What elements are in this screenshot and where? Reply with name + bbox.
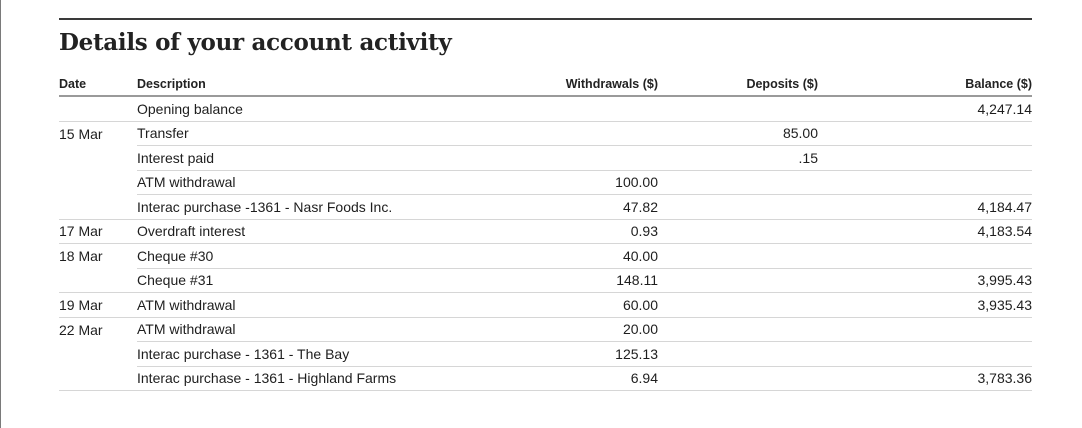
row-description: Interac purchase -1361 - Nasr Foods Inc. bbox=[137, 194, 537, 220]
row-date bbox=[59, 146, 137, 171]
row-deposit bbox=[658, 292, 818, 318]
row-balance bbox=[818, 341, 1032, 367]
row-description: Opening balance bbox=[137, 96, 537, 122]
row-deposit bbox=[658, 194, 818, 220]
table-row: Interac purchase -1361 - Nasr Foods Inc.… bbox=[59, 194, 1032, 220]
row-withdrawal: 0.93 bbox=[537, 219, 658, 244]
row-withdrawal: 60.00 bbox=[537, 292, 658, 318]
table-row: Cheque #31 148.11 3,995.43 bbox=[59, 268, 1032, 293]
row-deposit bbox=[658, 268, 818, 293]
table-row: 18 Mar Cheque #30 40.00 bbox=[59, 243, 1032, 269]
row-date bbox=[59, 342, 137, 367]
row-date bbox=[59, 170, 137, 195]
row-withdrawal: 125.13 bbox=[537, 341, 658, 367]
column-header-description: Description bbox=[137, 73, 537, 97]
row-date: 19 Mar bbox=[59, 292, 137, 318]
row-balance: 4,247.14 bbox=[818, 96, 1032, 122]
table-row: ATM withdrawal 100.00 bbox=[59, 170, 1032, 195]
row-date bbox=[59, 268, 137, 293]
table-row: Opening balance 4,247.14 bbox=[59, 96, 1032, 122]
row-withdrawal: 6.94 bbox=[537, 366, 658, 391]
row-withdrawal bbox=[537, 121, 658, 146]
row-withdrawal: 100.00 bbox=[537, 170, 658, 195]
row-date: 15 Mar bbox=[59, 125, 103, 142]
row-balance: 4,184.47 bbox=[818, 194, 1032, 220]
row-balance: 4,183.54 bbox=[818, 219, 1032, 244]
table-row: 22 Mar ATM withdrawal 20.00 bbox=[59, 317, 1032, 342]
table-body: Opening balance 4,247.14 15 Mar Transfer 85.… bbox=[59, 96, 1032, 391]
table-row: 17 Mar Overdraft interest 0.93 4,183.54 bbox=[59, 219, 1032, 244]
row-description: Interac purchase - 1361 - Highland Farms bbox=[137, 366, 537, 391]
row-date bbox=[59, 96, 137, 122]
row-withdrawal: 148.11 bbox=[537, 268, 658, 293]
row-description: Overdraft interest bbox=[137, 219, 537, 244]
row-balance: 3,935.43 bbox=[818, 292, 1032, 318]
row-withdrawal: 40.00 bbox=[537, 243, 658, 269]
row-deposit bbox=[658, 341, 818, 367]
row-description: Cheque #31 bbox=[137, 268, 537, 293]
column-header-deposits: Deposits ($) bbox=[658, 73, 818, 97]
row-description: Interac purchase - 1361 - The Bay bbox=[137, 341, 537, 367]
row-description: ATM withdrawal bbox=[137, 317, 537, 342]
row-balance bbox=[818, 170, 1032, 195]
row-deposit bbox=[658, 243, 818, 269]
table-row: 15 Mar Transfer 85.00 bbox=[59, 121, 1032, 146]
table-row: Interac purchase - 1361 - The Bay 125.13 bbox=[59, 341, 1032, 367]
row-balance bbox=[818, 243, 1032, 269]
column-header-date: Date bbox=[59, 73, 137, 97]
row-date: 22 Mar bbox=[59, 321, 103, 338]
row-deposit bbox=[658, 96, 818, 122]
page-title: Details of your account activity bbox=[59, 29, 452, 56]
row-description: ATM withdrawal bbox=[137, 170, 537, 195]
row-balance bbox=[818, 145, 1032, 171]
column-header-balance: Balance ($) bbox=[818, 73, 1032, 97]
row-balance: 3,995.43 bbox=[818, 268, 1032, 293]
row-description: Cheque #30 bbox=[137, 243, 537, 269]
row-withdrawal bbox=[537, 145, 658, 171]
row-withdrawal: 47.82 bbox=[537, 194, 658, 220]
account-activity-table: Date Description Withdrawals ($) Deposit… bbox=[59, 73, 1032, 391]
row-date bbox=[59, 194, 137, 220]
row-deposit bbox=[658, 317, 818, 342]
table-row: Interac purchase - 1361 - Highland Farms… bbox=[59, 366, 1032, 391]
row-deposit bbox=[658, 366, 818, 391]
row-balance bbox=[818, 317, 1032, 342]
row-balance bbox=[818, 121, 1032, 146]
row-deposit bbox=[658, 170, 818, 195]
column-header-withdrawals: Withdrawals ($) bbox=[537, 73, 658, 97]
row-description: ATM withdrawal bbox=[137, 292, 537, 318]
row-deposit: .15 bbox=[658, 145, 818, 171]
row-balance: 3,783.36 bbox=[818, 366, 1032, 391]
row-withdrawal: 20.00 bbox=[537, 317, 658, 342]
table-row: 19 Mar ATM withdrawal 60.00 3,935.43 bbox=[59, 292, 1032, 318]
row-date bbox=[59, 366, 137, 391]
window-left-edge bbox=[0, 0, 1, 428]
row-deposit: 85.00 bbox=[658, 121, 818, 146]
row-deposit bbox=[658, 219, 818, 244]
row-withdrawal bbox=[537, 96, 658, 122]
table-header-row: Date Description Withdrawals ($) Deposit… bbox=[59, 73, 1032, 97]
row-description: Transfer bbox=[137, 121, 537, 146]
row-date: 17 Mar bbox=[59, 219, 137, 244]
row-date: 18 Mar bbox=[59, 248, 103, 264]
table-row: Interest paid .15 bbox=[59, 145, 1032, 171]
top-divider bbox=[59, 18, 1032, 20]
row-description: Interest paid bbox=[137, 145, 537, 171]
